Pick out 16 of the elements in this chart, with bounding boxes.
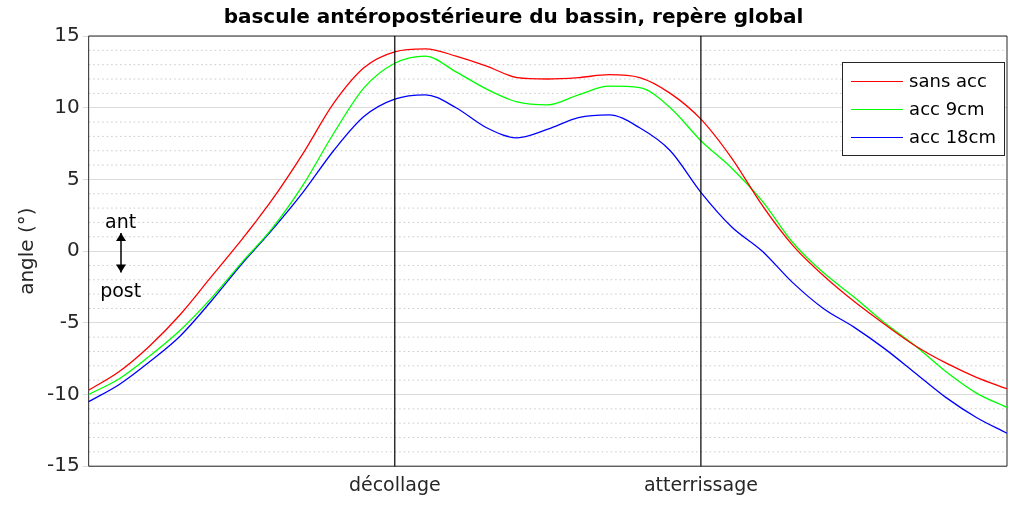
legend-label: sans acc bbox=[909, 69, 987, 93]
y-tick-label: -15 bbox=[46, 452, 80, 477]
y-tick-label: -10 bbox=[46, 380, 80, 405]
annotation: post bbox=[100, 278, 142, 301]
chart-title: bascule antéropostérieure du bassin, repère global bbox=[223, 4, 804, 29]
legend-label: acc 18cm bbox=[909, 125, 996, 149]
y-axis-title: angle (°) bbox=[14, 207, 39, 295]
y-tick-label: 10 bbox=[54, 93, 80, 118]
x-tick-label: décollage bbox=[348, 472, 441, 495]
y-tick-label: 5 bbox=[66, 165, 80, 190]
legend-label: acc 9cm bbox=[909, 97, 985, 121]
y-tick-label: -5 bbox=[59, 309, 80, 333]
y-tick-label: 0 bbox=[66, 237, 80, 262]
y-tick-label: 15 bbox=[54, 22, 80, 47]
x-tick-label: atterrissage bbox=[643, 472, 758, 495]
annotation: ant bbox=[105, 210, 137, 233]
